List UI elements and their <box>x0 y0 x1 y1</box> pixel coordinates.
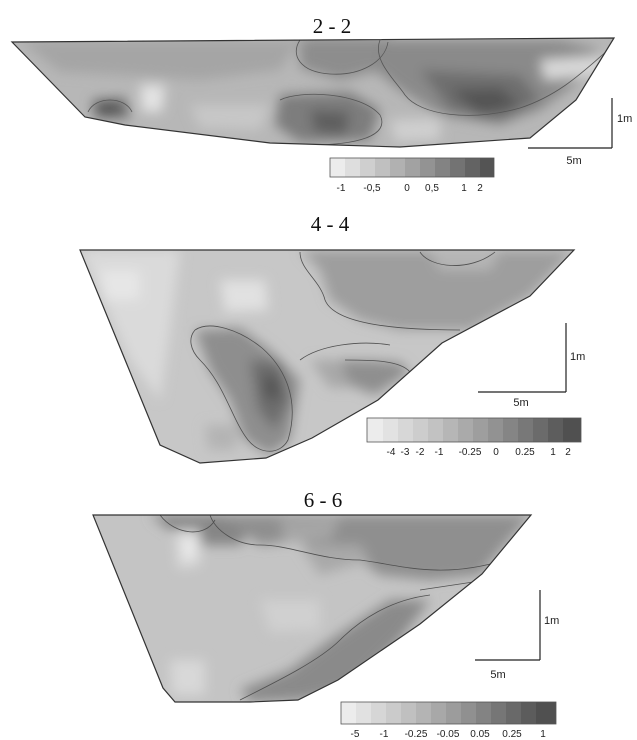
panel-3-title: 6 - 6 <box>303 488 343 512</box>
legend-1-label-2: 0 <box>404 183 410 194</box>
legend-2-label-1: -3 <box>401 447 410 458</box>
panel-1-title: 2 - 2 <box>312 14 352 38</box>
legend-2-label-7: 1 <box>550 447 556 458</box>
panel-2-title: 4 - 4 <box>310 212 350 236</box>
section-6-6-contour-map: 1m 5m -5 -1 -0.25 -0.05 0.05 0.25 <box>92 514 559 740</box>
legend-3-label-6: 1 <box>540 729 546 740</box>
legend-2-label-6: 0.25 <box>515 447 535 458</box>
scale-bar-2 <box>478 323 567 393</box>
legend-1-label-3: 0,5 <box>425 183 439 194</box>
scale-horizontal-label-1: 5m <box>566 155 581 167</box>
legend-1-label-0: -1 <box>337 183 346 194</box>
legend-3-label-0: -5 <box>351 729 360 740</box>
legend-colorbar-1 <box>329 157 495 178</box>
legend-3-label-4: 0.05 <box>470 729 490 740</box>
legend-3-label-5: 0.25 <box>502 729 522 740</box>
legend-2-label-5: 0 <box>493 447 499 458</box>
legend-1-label-1: -0,5 <box>363 183 381 194</box>
legend-3-label-2: -0.25 <box>405 729 428 740</box>
scale-vertical-label-1: 1m <box>617 113 632 125</box>
scale-bar-3 <box>475 590 541 661</box>
legend-1-label-5: 2 <box>477 183 483 194</box>
legend-2-label-0: -4 <box>387 447 396 458</box>
legend-colorbar-3 <box>340 701 557 725</box>
legend-3-label-1: -1 <box>380 729 389 740</box>
scale-bar-1 <box>528 98 613 149</box>
scale-horizontal-label-3: 5m <box>490 669 505 681</box>
section-4-4-contour-map: 1m 5m -4 -3 -2 -1 -0.25 0 0.25 <box>79 249 585 464</box>
legend-1-label-4: 1 <box>461 183 467 194</box>
scale-vertical-label-2: 1m <box>570 351 585 363</box>
legend-2-label-3: -1 <box>435 447 444 458</box>
legend-2-label-8: 2 <box>565 447 571 458</box>
section-2-2-contour-map: 1m 5m -1 -0,5 0 0,5 1 2 <box>10 37 632 194</box>
scale-horizontal-label-2: 5m <box>513 397 528 409</box>
legend-2-label-4: -0.25 <box>459 447 482 458</box>
legend-2-label-2: -2 <box>416 447 425 458</box>
legend-3-label-3: -0.05 <box>437 729 460 740</box>
scale-vertical-label-3: 1m <box>544 615 559 627</box>
legend-colorbar-2 <box>366 417 582 443</box>
